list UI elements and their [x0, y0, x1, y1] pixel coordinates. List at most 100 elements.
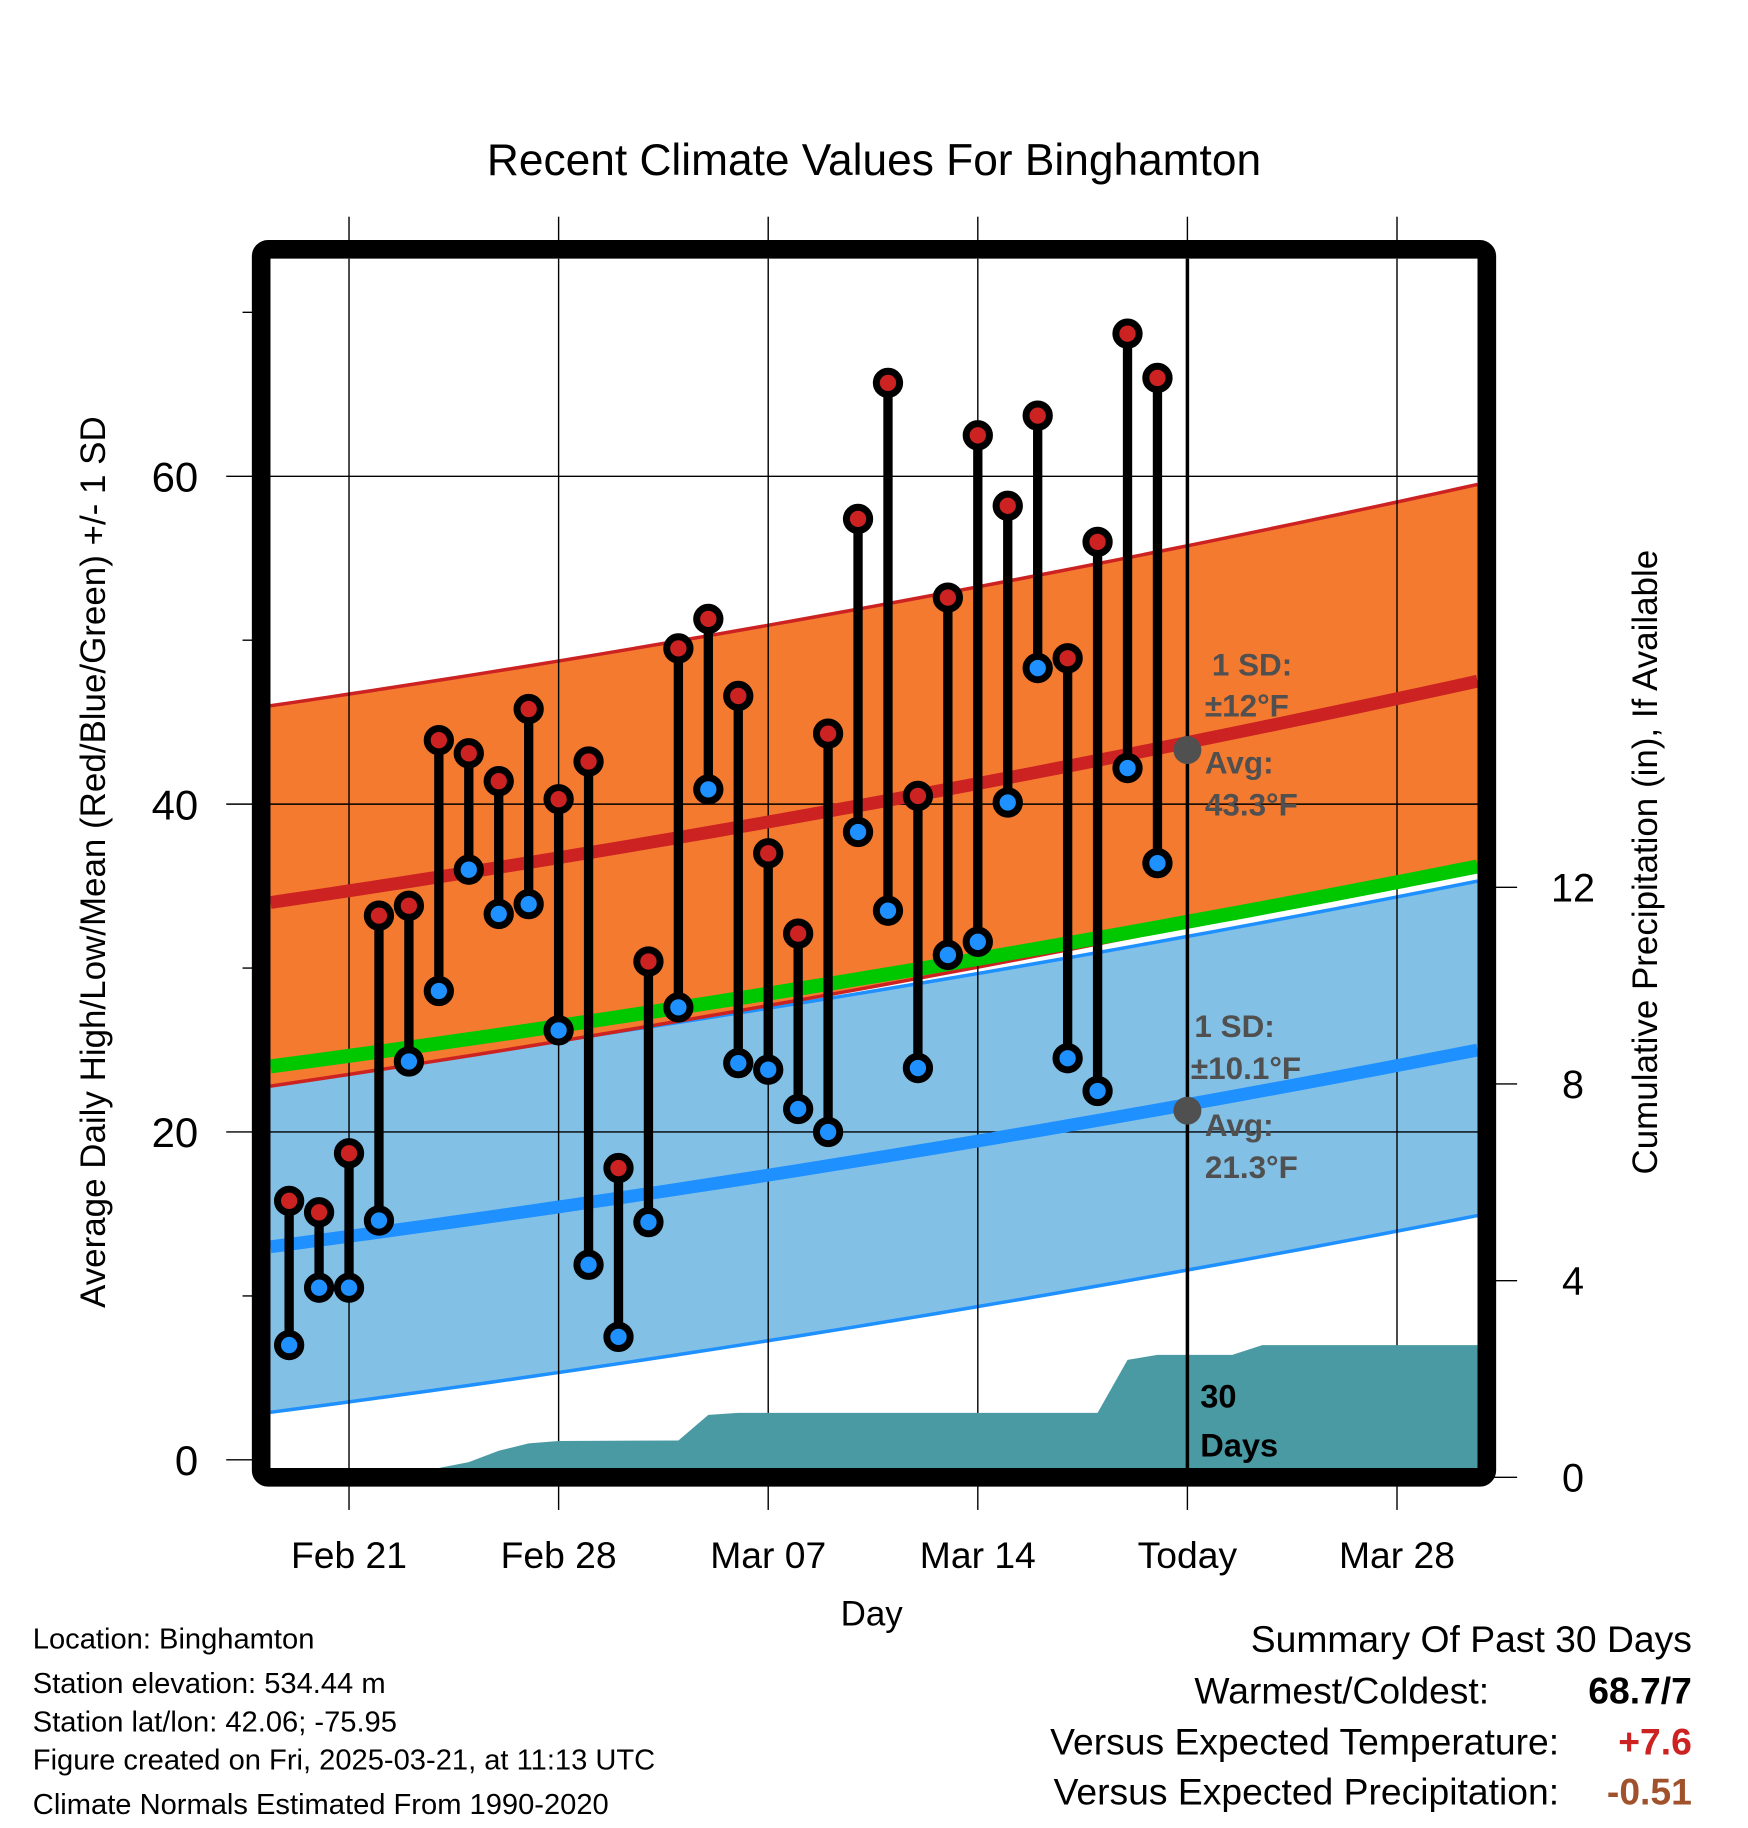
day-stem [872, 367, 904, 926]
day-stem [1082, 526, 1113, 1107]
high-point [1142, 362, 1173, 394]
high-point [812, 718, 844, 749]
low-point [663, 992, 694, 1023]
chart-title: Recent Climate Values For Binghamton [487, 136, 1261, 185]
high-avg-label: Avg: [1205, 746, 1274, 781]
high-point [483, 766, 514, 797]
day-stem [303, 1197, 335, 1303]
day-stem [783, 918, 814, 1125]
low-point [543, 1015, 574, 1046]
low-point [1082, 1075, 1113, 1107]
y-tick-label: 60 [152, 453, 199, 500]
normal-bands [270, 482, 1478, 1415]
low-point [1142, 848, 1173, 879]
high-point [842, 503, 874, 535]
day-stem [663, 633, 694, 1023]
precip-area [438, 1345, 1478, 1468]
low-point [393, 1046, 425, 1077]
low-point [783, 1093, 814, 1125]
summary-value-precip: -0.51 [1607, 1771, 1692, 1813]
precip-cumulative-area [438, 1345, 1478, 1468]
high-point [723, 680, 754, 712]
axes: 0 20 40 60 0 4 8 12 Feb 21 Feb 28 Mar 07 Mar 14 Toda… [152, 216, 1595, 1576]
high-point [783, 918, 814, 949]
day-stem [812, 718, 844, 1148]
day-stem [393, 890, 425, 1077]
high-point [753, 838, 784, 869]
low-point [842, 816, 874, 848]
high-point [1112, 318, 1143, 349]
station-info: Location: Binghamton Station elevation: … [33, 1624, 655, 1821]
plot-frame [251, 240, 1497, 1487]
high-point [513, 693, 544, 725]
low-point [603, 1321, 634, 1353]
y2-tick-label: 0 [1562, 1456, 1584, 1500]
high-point [1052, 643, 1083, 674]
y2-tick-label: 4 [1562, 1260, 1584, 1304]
day-stem [633, 946, 664, 1238]
day-stem [513, 693, 544, 920]
low-point [932, 939, 964, 971]
y2-axis-label: Cumulative Precipitation (in), If Availa… [1626, 550, 1665, 1175]
summary-label-precip: Versus Expected Precipitation: [1054, 1771, 1559, 1813]
day-stem [992, 490, 1023, 818]
low-point [753, 1054, 784, 1085]
info-elevation: Station elevation: 534.44 m [33, 1668, 386, 1700]
low-sd-band [270, 881, 1478, 1413]
day-stem [902, 780, 934, 1084]
low-point [812, 1116, 844, 1148]
summary-title: Summary Of Past 30 Days [1251, 1618, 1692, 1660]
today-marker [1173, 258, 1202, 1468]
high-point [603, 1152, 634, 1184]
x-tick-label: Mar 07 [710, 1534, 826, 1576]
summary-label-warmest: Warmest/Coldest: [1194, 1669, 1489, 1711]
low-point [902, 1052, 934, 1084]
day-stem [333, 1138, 365, 1303]
summary-label-temp: Versus Expected Temperature: [1050, 1721, 1559, 1763]
high-point [902, 780, 934, 812]
day-stem [1112, 318, 1143, 784]
high-avg-value: 43.3°F [1205, 788, 1298, 823]
high-sd-label: 1 SD: [1212, 648, 1292, 683]
y-tick-label: 40 [152, 781, 199, 828]
summary-panel: Summary Of Past 30 Days Warmest/Coldest:… [1050, 1618, 1692, 1813]
day-stem [543, 784, 574, 1046]
x-tick-label: Today [1138, 1534, 1238, 1576]
low-point [303, 1272, 335, 1303]
low-point [573, 1249, 604, 1280]
high-point [872, 367, 904, 398]
low-point [1022, 652, 1053, 684]
high-point [932, 582, 964, 613]
high-point [453, 738, 484, 769]
high-point [1022, 400, 1053, 431]
high-point [1082, 526, 1113, 557]
high-sd-band-upper-edge [270, 482, 1478, 708]
x-tick-label: Feb 28 [501, 1534, 617, 1576]
window-label-number: 30 [1200, 1377, 1236, 1414]
day-stem [483, 766, 514, 930]
day-stem [363, 900, 395, 1236]
y-axis-label: Average Daily High/Low/Mean (Red/Blue/Gr… [74, 416, 113, 1308]
low-point [1052, 1043, 1083, 1074]
low-point [423, 975, 454, 1007]
day-stem [932, 582, 964, 971]
y2-tick-label: 12 [1551, 866, 1595, 910]
day-stem [842, 503, 874, 848]
day-stem [1052, 643, 1083, 1074]
day-stem [723, 680, 754, 1079]
summary-value-temp: +7.6 [1618, 1721, 1692, 1763]
low-point [483, 898, 514, 930]
high-point [543, 784, 574, 815]
high-point [423, 725, 454, 756]
plot-area: 1 SD: ±12°F Avg: 43.3°F 1 SD: ±10.1°F Av… [270, 258, 1478, 1468]
low-point [1112, 752, 1143, 784]
high-point [273, 1185, 305, 1216]
low-point [962, 926, 993, 957]
high-point [393, 890, 425, 921]
high-point [992, 490, 1023, 521]
low-point [363, 1205, 395, 1236]
high-point [303, 1197, 335, 1228]
low-point [453, 854, 484, 885]
day-stem [273, 1185, 305, 1361]
